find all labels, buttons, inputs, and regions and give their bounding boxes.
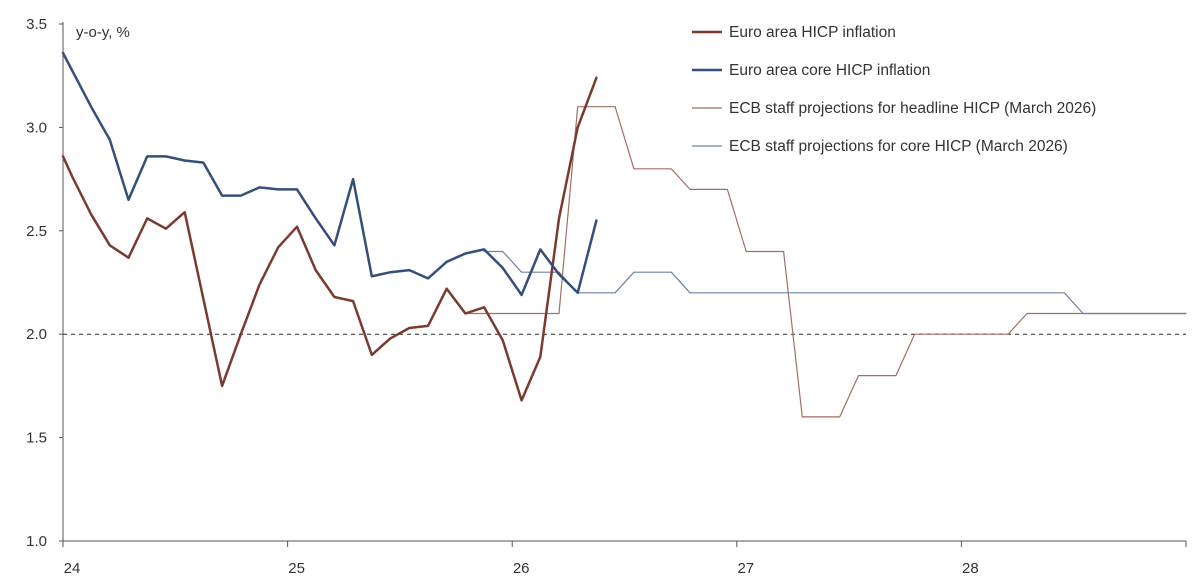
y-tick-label: 3.5 bbox=[26, 16, 47, 33]
series-lines bbox=[61, 51, 1187, 418]
x-tick-label: 25 bbox=[288, 560, 305, 577]
headline-projection-line bbox=[464, 106, 1187, 418]
y-tick-label: 1.5 bbox=[26, 430, 47, 447]
legend-label: ECB staff projections for core HICP (Mar… bbox=[729, 138, 1068, 155]
unit-label: y-o-y, % bbox=[76, 24, 130, 41]
legend-item-core-hicp: Euro area core HICP inflation bbox=[692, 62, 930, 79]
legend-item-core-projection: ECB staff projections for core HICP (Mar… bbox=[692, 138, 1068, 155]
legend: Euro area HICP inflation Euro area core H… bbox=[692, 24, 1096, 155]
x-tick-label: 26 bbox=[513, 560, 530, 577]
legend-label: Euro area core HICP inflation bbox=[729, 62, 930, 79]
core-hicp-inflation-line bbox=[61, 51, 598, 297]
legend-item-hicp: Euro area HICP inflation bbox=[692, 24, 896, 41]
x-tick-label: 24 bbox=[64, 560, 81, 577]
legend-label: Euro area HICP inflation bbox=[729, 24, 896, 41]
legend-label: ECB staff projections for headline HICP … bbox=[729, 100, 1096, 117]
x-ticks: 24 25 26 27 28 bbox=[62, 541, 1187, 577]
y-tick-labels: 1.0 1.5 2.0 2.5 3.0 3.5 bbox=[26, 16, 63, 550]
x-tick-label: 27 bbox=[737, 560, 754, 577]
y-tick-label: 1.0 bbox=[26, 533, 47, 550]
y-tick-label: 3.0 bbox=[26, 119, 47, 136]
hicp-inflation-line bbox=[61, 76, 598, 402]
axes bbox=[62, 22, 1186, 542]
legend-item-headline-projection: ECB staff projections for headline HICP … bbox=[692, 100, 1096, 117]
y-tick-label: 2.0 bbox=[26, 326, 47, 343]
core-projection-line bbox=[483, 250, 1187, 315]
y-tick-label: 2.5 bbox=[26, 223, 47, 240]
x-tick-label: 28 bbox=[962, 560, 979, 577]
